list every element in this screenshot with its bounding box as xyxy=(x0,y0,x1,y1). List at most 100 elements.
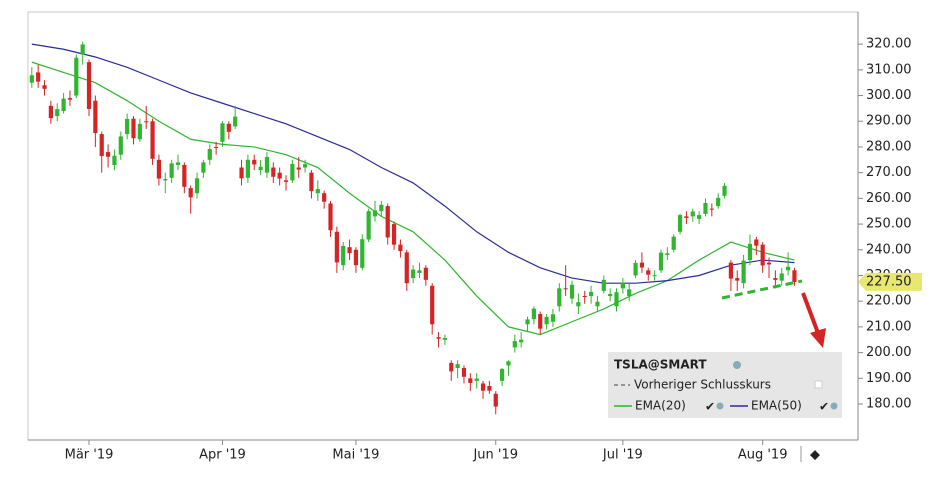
candle-body xyxy=(391,224,397,245)
y-tick-label: 270.00 xyxy=(866,165,912,180)
candle-body xyxy=(569,284,575,299)
candle-body xyxy=(525,319,530,325)
legend-icon[interactable] xyxy=(716,402,724,410)
candle-body xyxy=(550,314,556,322)
candle-body xyxy=(671,236,676,250)
marks xyxy=(29,41,797,415)
candle-body xyxy=(588,291,594,297)
candle-body xyxy=(557,288,562,307)
candle-body xyxy=(322,193,327,202)
candle-body xyxy=(36,72,41,82)
legend-label: EMA(20) xyxy=(635,399,686,413)
candle-body xyxy=(779,273,784,281)
candle-body xyxy=(182,164,187,187)
candle-body xyxy=(766,262,772,265)
candle-body xyxy=(201,162,206,173)
candle-body xyxy=(353,249,359,266)
y-tick-label: 310.00 xyxy=(866,62,912,77)
legend-icon[interactable] xyxy=(733,361,741,369)
legend-icon[interactable]: ✔ xyxy=(819,400,829,414)
candle-body xyxy=(315,189,320,194)
candle-body xyxy=(74,57,79,96)
ema-line xyxy=(31,43,795,284)
candle-body xyxy=(531,308,536,320)
candle-body xyxy=(404,252,409,284)
candle-body xyxy=(677,215,683,232)
scroll-icon[interactable]: ◆ xyxy=(810,448,820,463)
candle-body xyxy=(48,105,53,119)
candle-body xyxy=(341,245,346,266)
candle-body xyxy=(582,296,587,298)
candle-body xyxy=(239,167,244,179)
candle-body xyxy=(665,253,670,255)
candle-body xyxy=(67,98,73,100)
y-tick-label: 210.00 xyxy=(866,319,912,334)
candle-body xyxy=(741,260,746,284)
candle-body xyxy=(716,197,721,207)
candle-body xyxy=(411,269,416,279)
y-tick-label: 180.00 xyxy=(866,397,912,412)
candle-body xyxy=(735,278,740,281)
candle-body xyxy=(302,164,308,168)
candle-body xyxy=(747,243,753,261)
candle-body xyxy=(188,188,193,198)
candle-body xyxy=(137,123,142,140)
candle-body xyxy=(417,270,422,273)
candle-body xyxy=(144,121,149,123)
candle-body xyxy=(163,179,168,181)
candle-body xyxy=(563,288,568,290)
candle-body xyxy=(614,292,619,307)
candle-body xyxy=(398,244,403,252)
candle-body xyxy=(506,361,511,366)
trend-line xyxy=(721,279,803,300)
candle-body xyxy=(500,369,505,381)
candle-body xyxy=(360,239,365,268)
x-tick-label: Mai '19 xyxy=(332,448,379,463)
candle-body xyxy=(474,378,479,381)
candle-body xyxy=(194,178,200,194)
candle-body xyxy=(220,123,225,142)
y-tick-label: 220.00 xyxy=(866,294,912,309)
candle-body xyxy=(309,172,314,192)
candle-body xyxy=(334,231,339,263)
legend-icon[interactable]: ✔ xyxy=(705,400,715,414)
candle-body xyxy=(430,285,435,325)
legend-checkbox[interactable] xyxy=(814,380,823,389)
x-tick-label: Aug '19 xyxy=(738,448,788,463)
candle-body xyxy=(245,159,250,178)
x-tick-label: Jun '19 xyxy=(472,448,518,463)
candle-body xyxy=(449,362,454,372)
candle-body xyxy=(493,393,498,407)
legend-title: TSLA@SMART xyxy=(614,358,707,372)
candle-body xyxy=(773,278,778,280)
candle-body xyxy=(175,162,181,165)
candle-body xyxy=(372,210,378,217)
arrow-shaft xyxy=(801,292,820,334)
legend: TSLA@SMART Vorheriger Schlusskurs EMA(20… xyxy=(608,352,842,418)
candle-body xyxy=(608,293,613,297)
legend-icon[interactable] xyxy=(830,402,838,410)
candle-body xyxy=(595,301,600,307)
candle-body xyxy=(461,368,467,377)
candle-body xyxy=(646,270,651,275)
candle-body xyxy=(658,252,664,271)
candle-body xyxy=(544,316,549,325)
candle-body xyxy=(639,262,645,268)
candle-body xyxy=(480,383,486,391)
candle-body xyxy=(86,62,92,109)
candle-body xyxy=(156,159,162,179)
x-tick-label: Jul '19 xyxy=(602,448,643,463)
candle-body xyxy=(620,282,625,289)
candle-body xyxy=(728,262,733,279)
candle-body xyxy=(684,216,689,218)
candle-body xyxy=(601,279,606,291)
candle-body xyxy=(722,185,727,196)
y-tick-label: 280.00 xyxy=(866,139,912,154)
candle-body xyxy=(93,100,98,134)
y-tick-label: 250.00 xyxy=(866,217,912,232)
candle-body xyxy=(633,262,638,276)
candle-body xyxy=(271,167,276,177)
candle-body xyxy=(264,156,270,173)
y-tick-label: 320.00 xyxy=(866,37,912,52)
